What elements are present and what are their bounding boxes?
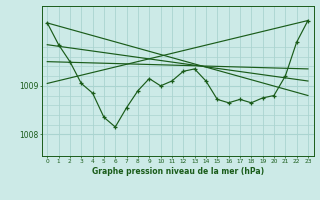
X-axis label: Graphe pression niveau de la mer (hPa): Graphe pression niveau de la mer (hPa): [92, 167, 264, 176]
